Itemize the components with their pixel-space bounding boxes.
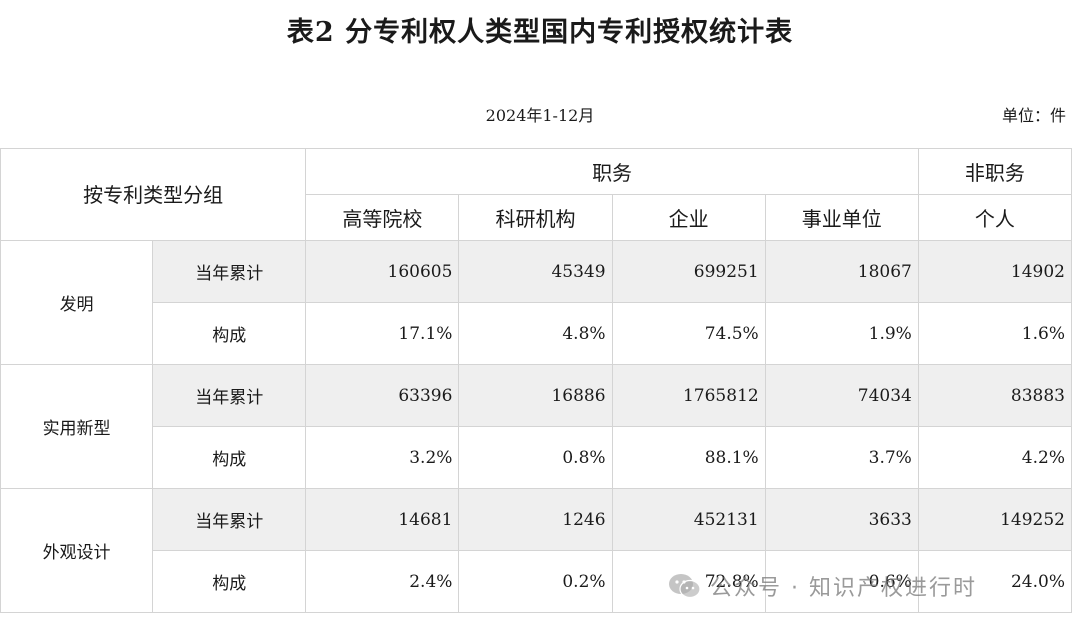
cell-value: 452131 xyxy=(611,488,766,551)
cell-value: 72.8% xyxy=(611,550,766,613)
cell-value: 63396 xyxy=(305,364,460,427)
cell-value: 14681 xyxy=(305,488,460,551)
metric-label: 当年累计 xyxy=(152,364,307,427)
cell-value: 149252 xyxy=(917,488,1073,551)
cell-value: 1246 xyxy=(458,488,613,551)
metric-label: 构成 xyxy=(152,426,307,489)
cell-value: 18067 xyxy=(764,240,919,303)
cell-value: 4.8% xyxy=(458,302,613,365)
group-label-invention: 发明 xyxy=(0,240,154,365)
column-header-individual: 个人 xyxy=(917,194,1073,241)
group-label-utility-model: 实用新型 xyxy=(0,364,154,489)
cell-value: 1.9% xyxy=(764,302,919,365)
cell-value: 1765812 xyxy=(611,364,766,427)
cell-value: 2.4% xyxy=(305,550,460,613)
cell-value: 4.2% xyxy=(917,426,1073,489)
cell-value: 3633 xyxy=(764,488,919,551)
cell-value: 45349 xyxy=(458,240,613,303)
metric-label: 构成 xyxy=(152,550,307,613)
patent-grant-table: 按专利类型分组 职务 非职务 高等院校 科研机构 企业 事业单位 个人 发明 当… xyxy=(0,148,1073,613)
cell-value: 74.5% xyxy=(611,302,766,365)
nonservice-header: 非职务 xyxy=(917,148,1073,195)
column-header-enterprise: 企业 xyxy=(611,194,766,241)
cell-value: 160605 xyxy=(305,240,460,303)
table-row: 构成 2.4% 0.2% 72.8% 0.6% 24.0% xyxy=(1,550,1073,613)
cell-value: 0.8% xyxy=(458,426,613,489)
metric-label: 当年累计 xyxy=(152,488,307,551)
service-header: 职务 xyxy=(305,148,919,195)
cell-value: 83883 xyxy=(917,364,1073,427)
column-header-institution: 事业单位 xyxy=(764,194,919,241)
cell-value: 88.1% xyxy=(611,426,766,489)
unit-label: 单位：件 xyxy=(1001,106,1066,125)
cell-value: 17.1% xyxy=(305,302,460,365)
metric-label: 构成 xyxy=(152,302,307,365)
column-header-university: 高等院校 xyxy=(305,194,460,241)
cell-value: 0.2% xyxy=(458,550,613,613)
cell-value: 14902 xyxy=(917,240,1073,303)
cell-value: 0.6% xyxy=(764,550,919,613)
metric-label: 当年累计 xyxy=(152,240,307,303)
cell-value: 74034 xyxy=(764,364,919,427)
group-label-design: 外观设计 xyxy=(0,488,154,613)
cell-value: 699251 xyxy=(611,240,766,303)
table-row: 发明 当年累计 160605 45349 699251 18067 14902 xyxy=(0,240,1073,365)
table-row: 外观设计 当年累计 14681 1246 452131 3633 149252 xyxy=(0,488,1073,613)
column-header-research: 科研机构 xyxy=(458,194,613,241)
table-row: 构成 17.1% 4.8% 74.5% 1.9% 1.6% xyxy=(1,302,1073,365)
group-header: 按专利类型分组 xyxy=(0,148,307,241)
table-row: 实用新型 当年累计 63396 16886 1765812 74034 8388… xyxy=(0,364,1073,489)
period-label: 2024年1-12月 xyxy=(485,106,595,125)
cell-value: 24.0% xyxy=(917,550,1073,613)
cell-value: 3.2% xyxy=(305,426,460,489)
table-title: 表2 分专利权人类型国内专利授权统计表 xyxy=(286,17,794,48)
cell-value: 3.7% xyxy=(764,426,919,489)
table-row: 构成 3.2% 0.8% 88.1% 3.7% 4.2% xyxy=(1,426,1073,489)
cell-value: 1.6% xyxy=(917,302,1073,365)
cell-value: 16886 xyxy=(458,364,613,427)
